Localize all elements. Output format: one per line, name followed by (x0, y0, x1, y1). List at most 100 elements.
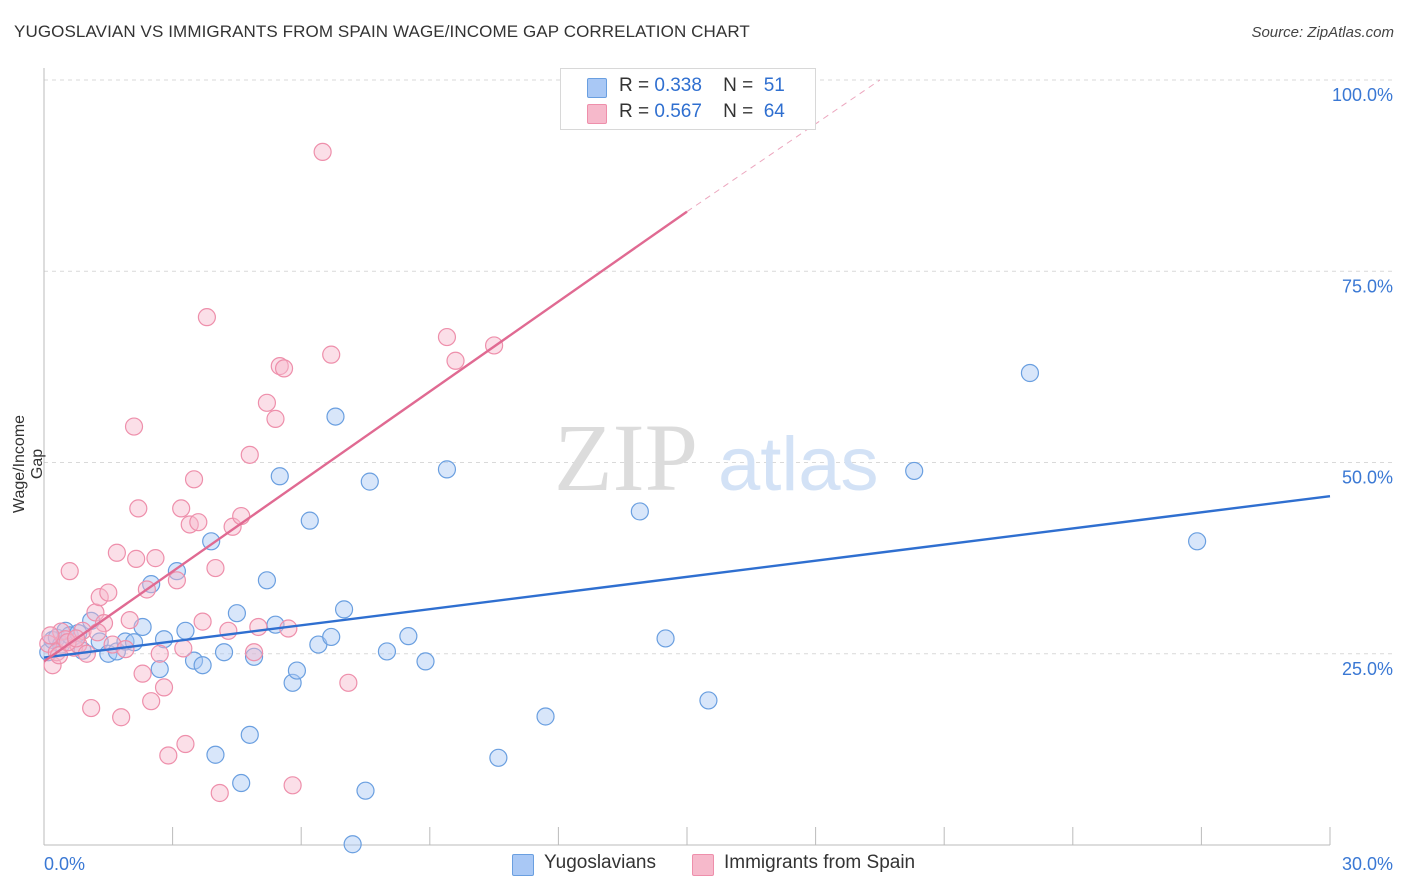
gridlines (44, 79, 1392, 655)
spain-point (129, 499, 148, 518)
spain-point (240, 445, 259, 464)
x-tick-label: 30.0% (1342, 854, 1393, 874)
yugoslavian-point (326, 407, 345, 426)
spain-point (159, 746, 178, 765)
spain-point (88, 623, 107, 642)
legend-n-value: 51 (763, 75, 785, 96)
spain-point (82, 698, 101, 718)
legend-r-label: R = (619, 75, 650, 96)
spain-point (313, 142, 332, 162)
yugoslavian-point (1188, 532, 1207, 551)
yugoslavian-point (343, 835, 362, 854)
spain-point (127, 549, 146, 568)
spain-point (120, 610, 139, 630)
y-tick-label: 100.0% (1332, 85, 1393, 105)
yugoslavian-point (287, 661, 307, 680)
spain-point (172, 499, 191, 518)
spain-point (446, 351, 465, 370)
spain-point (219, 621, 238, 640)
yugoslavian-point (399, 627, 418, 646)
spain-point (274, 359, 294, 378)
spain-point (210, 783, 229, 803)
yugoslavian-point (206, 745, 225, 764)
yugoslavian-point (356, 781, 375, 800)
yugoslavian-point (257, 571, 277, 590)
yugoslavian-point (214, 643, 234, 662)
spain-point (107, 543, 126, 562)
y-axis-title: Wage/Income Gap (11, 414, 46, 514)
spain-point (124, 417, 144, 436)
yugoslavian-point (1020, 363, 1040, 383)
yugoslavian-point (227, 604, 246, 623)
spain-point (257, 393, 277, 412)
yugoslavian-point (193, 656, 212, 675)
spain-point (193, 612, 212, 631)
yugoslavian-point (184, 651, 204, 670)
correlation-legend: R = 0.338 N = 51 R = 0.567 N = 64 (560, 68, 816, 130)
bottom-legend-swatch-pink (692, 854, 714, 876)
watermark-atlas: atlas (718, 422, 879, 507)
bottom-legend-label: Immigrants from Spain (724, 852, 916, 873)
spain-trend-line (43, 210, 688, 663)
yugoslavian-point (322, 627, 341, 647)
legend-r-label: R = (619, 101, 650, 122)
spain-point (99, 583, 118, 602)
y-tick-label: 75.0% (1342, 276, 1393, 296)
spain-point (90, 588, 109, 607)
yugoslavian-point (905, 461, 924, 481)
yugoslavian-point (699, 691, 718, 710)
legend-r-value: 0.567 (654, 101, 702, 122)
spain-point (189, 513, 208, 532)
yugoslavian-point (300, 511, 319, 530)
spain-point (60, 562, 79, 581)
spain-point (176, 734, 195, 754)
yugoslavian-point (176, 621, 195, 640)
yugoslavian-point (630, 502, 649, 521)
yugoslavian-point (270, 467, 289, 486)
spain-point (437, 327, 457, 347)
legend-n-value: 64 (763, 101, 785, 122)
legend-swatch-blue (587, 78, 607, 98)
spain-trend-extension (686, 79, 881, 212)
legend-n-label: N = (723, 101, 754, 122)
yugoslavian-point (240, 725, 259, 744)
bottom-legend-label: Yugoslavians (544, 852, 656, 873)
tick-labels: 25.0% 50.0% 75.0% 100.0% 0.0% 30.0% (44, 85, 1393, 874)
source-label: Source: ZipAtlas.com (1251, 24, 1394, 41)
spain-point (146, 549, 165, 568)
spain-point (174, 639, 193, 658)
spain-point (339, 673, 358, 692)
spain-point (150, 644, 169, 663)
yugoslavian-point (202, 532, 221, 551)
spain-point (94, 614, 114, 633)
yugoslavian-point (656, 629, 675, 648)
yugoslavian-point (150, 659, 169, 679)
spain-point (206, 558, 225, 578)
legend-swatch-pink (587, 104, 607, 124)
spain-point (142, 692, 161, 711)
legend-r-value: 0.338 (654, 75, 702, 96)
watermark-zip: ZIP (554, 404, 698, 511)
yugoslavian-point (360, 472, 379, 491)
spain-point (167, 571, 186, 590)
bottom-legend-swatch-blue (512, 854, 534, 876)
yugoslavian-point (437, 460, 457, 479)
spain-point (154, 678, 174, 697)
spain-point (244, 643, 264, 662)
spain-point (133, 664, 152, 683)
x-tick-label: 0.0% (44, 854, 85, 874)
spain-point (41, 626, 60, 645)
spain-point (249, 617, 268, 637)
spain-point (112, 708, 131, 727)
yugoslavian-point (244, 647, 264, 666)
yugoslavian-point (377, 642, 397, 661)
y-tick-label: 25.0% (1342, 659, 1393, 679)
yugoslavian-point (489, 748, 508, 767)
yugoslavian-point (334, 600, 354, 619)
legend-n-label: N = (723, 75, 754, 96)
spain-point (283, 776, 302, 795)
spain-point (184, 470, 204, 489)
spain-point (322, 345, 341, 364)
y-tick-label: 50.0% (1342, 468, 1393, 488)
